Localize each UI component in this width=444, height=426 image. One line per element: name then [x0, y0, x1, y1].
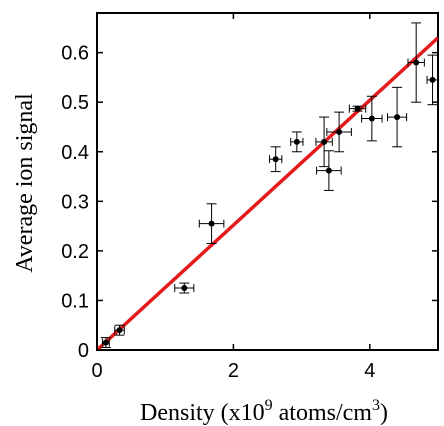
data-point	[426, 54, 439, 106]
y-tick-label: 0.2	[61, 241, 89, 263]
point-marker	[354, 105, 361, 112]
x-tick-label: 2	[228, 360, 239, 382]
fit-line	[97, 36, 438, 350]
y-tick-label: 0.6	[61, 43, 89, 65]
point-marker	[208, 220, 215, 227]
y-axis: 0 0.1 0.2 0.3 0.4 0.5 0.6	[61, 43, 438, 362]
x-tick-label: 0	[91, 360, 102, 382]
x-axis-title-part-1: Density (x10	[140, 400, 265, 426]
point-marker	[321, 138, 328, 145]
x-axis-title-part-3: )	[380, 400, 388, 426]
data-point	[348, 104, 367, 113]
data-point	[114, 324, 125, 336]
y-axis-title: Average ion signal	[12, 93, 38, 273]
point-marker	[394, 114, 401, 121]
point-marker	[116, 327, 123, 334]
data-point	[326, 111, 352, 153]
y-tick-label: 0.5	[61, 92, 89, 114]
data-point	[361, 95, 383, 142]
y-tick-label: 0.4	[61, 142, 89, 164]
data-point	[316, 150, 342, 191]
point-marker	[325, 167, 332, 174]
y-tick-label: 0	[78, 340, 89, 362]
point-marker	[413, 59, 420, 66]
y-tick-label: 0.3	[61, 191, 89, 213]
x-tick-label: 4	[364, 360, 375, 382]
plot-frame	[96, 12, 439, 351]
data-point	[174, 282, 195, 294]
point-marker	[368, 115, 375, 122]
data-point	[387, 86, 408, 148]
x-axis-title-sup-1: 9	[265, 397, 273, 414]
x-axis-title: Density (x109 atoms/cm3)	[140, 397, 388, 426]
data-point	[269, 146, 283, 173]
point-marker	[293, 138, 300, 145]
x-axis-title-sup-2: 3	[372, 397, 380, 414]
data-point	[407, 22, 425, 103]
point-marker	[272, 156, 279, 163]
point-marker	[429, 76, 436, 83]
point-marker	[102, 339, 109, 346]
point-marker	[336, 128, 343, 135]
data-point	[100, 337, 111, 349]
x-axis-title-part-2: atoms/cm	[273, 400, 373, 426]
data-point	[198, 203, 225, 244]
point-marker	[181, 285, 188, 292]
plot-area	[96, 12, 439, 351]
data-point	[315, 116, 333, 168]
x-axis: 0 2 4	[91, 13, 375, 382]
data-point	[290, 131, 304, 153]
y-tick-label: 0.1	[61, 290, 89, 312]
